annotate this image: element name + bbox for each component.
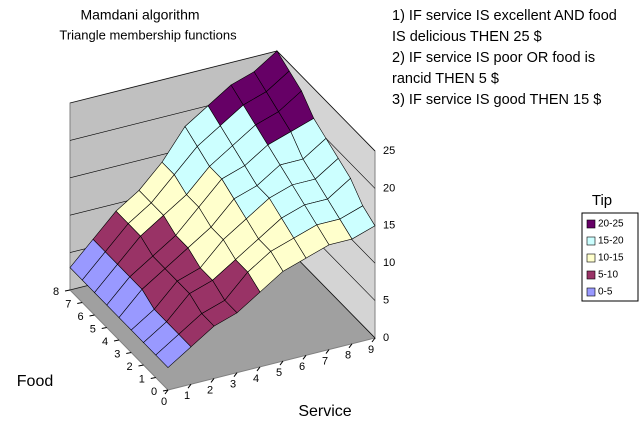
x-tick	[302, 355, 307, 360]
y-tick-label: 3	[114, 348, 120, 360]
y-tick-label: 7	[65, 298, 71, 310]
z-tick-label: 20	[383, 182, 395, 194]
legend-swatch	[586, 236, 596, 246]
z-tick-label: 5	[383, 295, 389, 307]
legend-swatch	[586, 253, 596, 263]
chart-title: Mamdani algorithm	[80, 7, 199, 23]
rule: 2) IF service IS poor OR food is rancid …	[392, 50, 596, 87]
x-tick	[187, 383, 192, 389]
x-tick-label: 2	[207, 384, 213, 396]
y-tick	[101, 327, 107, 329]
y-tick-label: 1	[139, 373, 145, 385]
y-tick	[162, 389, 169, 392]
legend-swatch	[586, 287, 596, 297]
x-tick-label: 7	[322, 355, 328, 367]
legend-label: 15-20	[598, 236, 624, 247]
x-tick	[348, 343, 353, 349]
legend-swatch	[586, 219, 596, 229]
y-tick-label: 4	[102, 336, 108, 348]
x-tick	[279, 360, 284, 366]
x-tick	[371, 337, 376, 343]
x-tick-label: 6	[299, 361, 305, 373]
x-tick-label: 8	[345, 350, 351, 362]
rule: 3) IF service IS good THEN 15 $	[392, 92, 602, 108]
y-tick-label: 5	[90, 323, 96, 335]
y-tick-label: 0	[151, 386, 157, 398]
x-tick	[210, 378, 215, 383]
x-tick	[256, 366, 261, 372]
rules-text: 1) IF service IS excellent AND food IS d…	[392, 6, 632, 111]
y-tick-label: 6	[77, 311, 83, 323]
x-tick	[164, 389, 169, 395]
legend-label: 10-15	[598, 253, 624, 264]
x-tick-label: 9	[368, 344, 374, 356]
y-tick	[89, 314, 95, 317]
z-tick-label: 25	[383, 145, 395, 157]
z-tick-label: 15	[383, 220, 395, 232]
z-tick-label: 0	[383, 332, 389, 344]
x-tick	[233, 372, 238, 377]
y-axis-label: Food	[17, 373, 53, 390]
x-tick-label: 0	[161, 396, 167, 408]
legend-label: 0-5	[598, 287, 613, 298]
chart-subtitle: Triangle membership functions	[59, 27, 237, 42]
z-tick-label: 10	[383, 257, 395, 269]
y-tick	[113, 339, 120, 342]
legend-label: 5-10	[598, 270, 618, 281]
x-tick-label: 3	[230, 379, 236, 391]
x-axis-label: Service	[298, 403, 351, 420]
legend-title: Tip	[592, 192, 612, 209]
legend-label: 20-25	[598, 219, 624, 230]
x-tick-label: 5	[276, 367, 282, 379]
surface-patch	[155, 333, 192, 368]
y-tick-label: 2	[126, 361, 132, 373]
y-tick	[64, 289, 71, 292]
y-tick	[126, 352, 132, 354]
x-tick-label: 4	[253, 373, 259, 385]
y-tick-label: 8	[53, 286, 59, 298]
rule: 1) IF service IS excellent AND food IS d…	[392, 8, 617, 45]
y-tick	[138, 364, 144, 367]
legend-swatch	[586, 270, 596, 280]
y-tick	[150, 377, 156, 379]
x-tick-label: 1	[184, 390, 190, 402]
y-tick	[77, 302, 83, 304]
x-tick	[325, 349, 330, 354]
